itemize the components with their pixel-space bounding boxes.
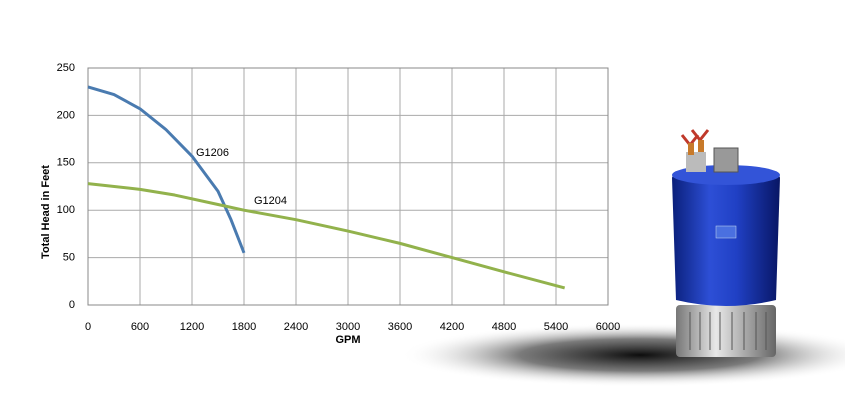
- y-tick-label: 250: [57, 62, 75, 74]
- y-tick-label: 0: [69, 299, 75, 311]
- x-tick-label: 1800: [232, 321, 256, 333]
- x-tick-label: 6000: [596, 321, 620, 333]
- x-tick-label: 4800: [492, 321, 516, 333]
- series-line: [87, 85, 246, 254]
- x-tick-label: 5400: [544, 321, 568, 333]
- x-tick-label: 3000: [336, 321, 360, 333]
- y-axis-title: Total Head in Feet: [40, 165, 52, 259]
- x-tick-label: 0: [85, 321, 91, 333]
- x-tick-label: 600: [131, 321, 149, 333]
- y-tick-label: 200: [57, 109, 75, 121]
- x-axis-title: GPM: [335, 334, 360, 346]
- y-tick-label: 150: [57, 157, 75, 169]
- y-tick-label: 50: [63, 252, 75, 264]
- plot-border: [87, 67, 609, 306]
- x-tick-label: 3600: [388, 321, 412, 333]
- pump-image: [400, 129, 845, 387]
- x-tick-label: 2400: [284, 321, 308, 333]
- series-line: [87, 182, 566, 290]
- series-label: G1204: [254, 195, 287, 207]
- y-tick-label: 100: [57, 204, 75, 216]
- series-label: G1206: [196, 147, 229, 159]
- x-tick-label: 4200: [440, 321, 464, 333]
- x-tick-label: 1200: [180, 321, 204, 333]
